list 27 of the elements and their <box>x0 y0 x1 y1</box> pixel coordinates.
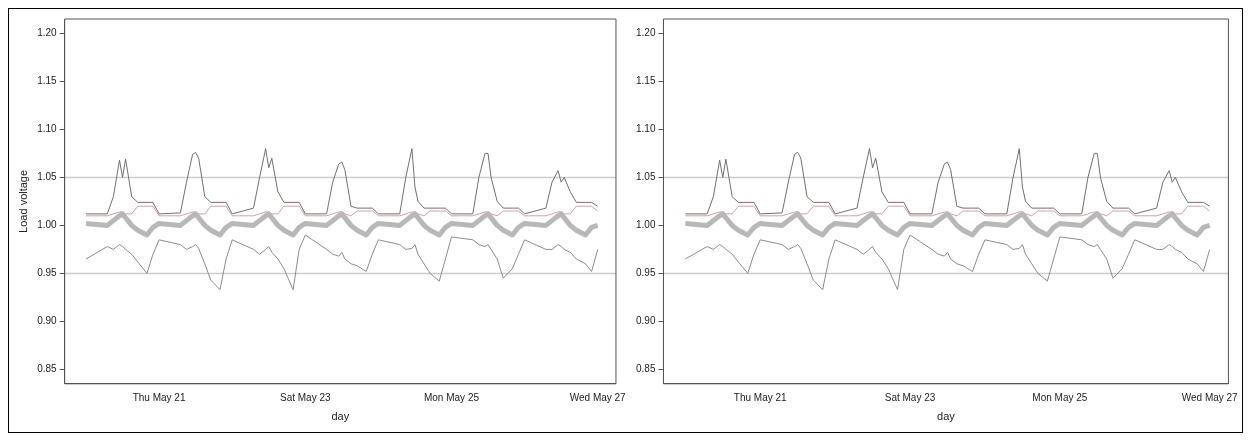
x-tick-label: Mon May 25 <box>1032 391 1088 403</box>
y-tick-label: 1.05 <box>635 171 656 183</box>
x-tick-label: Sat May 23 <box>279 391 332 403</box>
y-tick-label: 0.95 <box>37 267 58 279</box>
y-axis-title: Load voltage <box>16 169 29 233</box>
y-tick-label: 1.10 <box>635 123 656 135</box>
y-tick-label: 1.05 <box>37 171 58 183</box>
y-tick-label: 1.20 <box>635 27 656 39</box>
y-tick-label: 0.85 <box>635 363 656 375</box>
x-axis-title: day <box>937 410 956 423</box>
y-tick-label: 0.90 <box>37 315 58 327</box>
y-tick-label: 0.95 <box>635 267 656 279</box>
y-tick-label: 1.00 <box>37 219 58 231</box>
x-tick-label: Sat May 23 <box>884 391 936 403</box>
y-tick-label: 1.15 <box>37 75 58 87</box>
y-tick-label: 1.00 <box>635 219 656 231</box>
y-tick-label: 1.10 <box>37 123 58 135</box>
y-tick-label: 0.90 <box>635 315 656 327</box>
x-tick-label: Thu May 21 <box>132 391 186 403</box>
x-tick-label: Thu May 21 <box>733 391 788 403</box>
x-tick-label: Wed May 27 <box>569 391 627 403</box>
y-tick-label: 1.20 <box>37 27 58 39</box>
x-tick-label: Wed May 27 <box>1181 391 1239 403</box>
y-tick-label: 1.15 <box>635 75 656 87</box>
y-tick-label: 0.85 <box>37 363 58 375</box>
x-tick-label: Mon May 25 <box>423 391 480 403</box>
x-axis-title: day <box>331 410 350 423</box>
